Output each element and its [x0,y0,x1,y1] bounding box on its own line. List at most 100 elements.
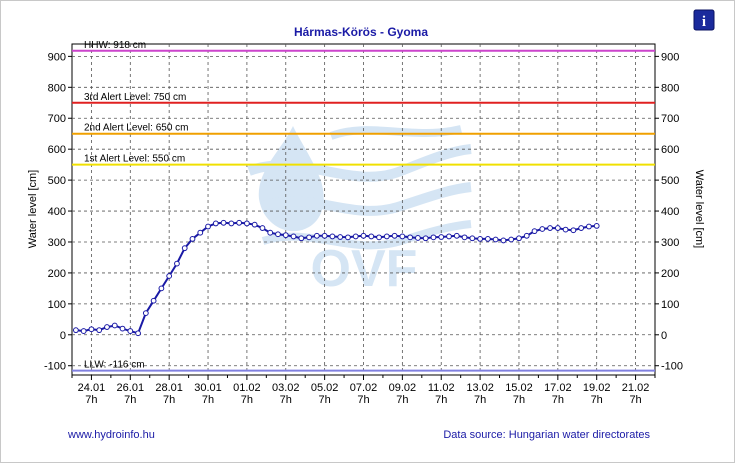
y-tick-label: 800 [48,82,66,94]
water-level-point [96,327,103,334]
water-level-point [352,233,359,240]
water-level-point [88,326,95,333]
y-tick-label: 900 [48,51,66,63]
alert-level-label: 2nd Alert Level: 650 cm [84,123,189,134]
water-level-point [174,260,180,267]
x-tick-label-date: 19.02 [583,382,611,394]
x-tick-label-hour: 7h [357,394,369,406]
water-level-point [275,231,281,238]
water-level-point [446,233,452,240]
water-level-point [290,233,297,240]
y-tick-label-right: 700 [661,113,679,125]
series-layer [72,219,600,337]
water-level-point [150,297,157,304]
water-level-point [539,226,546,232]
water-level-point [500,237,507,244]
alert-level-label: HHW: 918 cm [84,40,146,51]
x-tick-label-date: 30.01 [194,382,222,394]
water-level-point [142,310,149,317]
alert-level-label: LLW: -116 cm [84,360,145,371]
x-tick-label-hour: 7h [474,394,486,406]
water-level-point [477,235,484,242]
water-level-point [189,235,196,242]
water-level-point [251,221,258,228]
info-button[interactable]: i [693,9,715,31]
water-level-point [119,325,126,332]
x-tick-label-date: 11.02 [428,382,455,394]
water-level-point [166,273,173,279]
water-level-point [313,232,320,239]
water-level-point [345,234,351,241]
x-tick-label-hour: 7h [124,394,136,406]
y-tick-label-right: 600 [661,144,679,156]
water-level-point [104,324,110,330]
hydroinfo-link[interactable]: www.hydroinfo.hu [67,429,155,441]
x-tick-label-hour: 7h [280,394,292,406]
water-level-point [438,234,445,240]
x-tick-label-hour: 7h [435,394,447,406]
water-level-point [158,285,165,292]
water-level-point [220,219,227,226]
y-tick-label: -100 [44,361,66,373]
x-tick-label-date: 13.02 [466,382,494,394]
y-tick-label-right: 900 [661,51,679,63]
water-level-point [554,225,561,231]
water-level-point [236,219,243,226]
water-level-point [531,228,538,235]
y-tick-label: 400 [48,206,66,218]
x-tick-label-hour: 7h [202,394,214,406]
x-tick-label-date: 09.02 [389,382,417,394]
water-level-point [469,235,476,242]
water-drop-icon [258,126,324,232]
y-tick-label-right: 200 [661,268,679,280]
water-level-point [259,225,266,231]
water-level-point [72,327,79,334]
water-level-point [267,229,274,236]
water-level-point [376,234,382,241]
y-tick-label-right: 400 [661,206,679,218]
water-level-point [547,225,553,231]
y-tick-label-right: -100 [661,361,683,373]
alert-level-label: 3rd Alert Level: 750 cm [84,92,186,103]
x-tick-label-date: 05.02 [311,382,339,394]
grid [72,44,655,375]
water-level-point [205,223,211,230]
x-tick-label-hour: 7h [552,394,564,406]
water-level-point [282,232,289,239]
y-tick-label-right: 800 [661,82,679,94]
water-level-point [492,236,499,243]
x-tick-label-hour: 7h [163,394,175,406]
y-tick-label: 300 [48,237,66,249]
water-level-point [415,235,421,241]
x-tick-label-hour: 7h [319,394,331,406]
data-source-text: Data source: Hungarian water directorate… [443,429,650,441]
water-level-point [461,234,468,241]
x-tick-label-date: 21.02 [622,382,650,394]
water-level-point [127,328,134,334]
x-tick-label-date: 15.02 [505,382,533,394]
x-tick-label-date: 01.02 [233,382,261,394]
x-axis: 24.017h26.017h28.017h30.017h01.027h03.02… [71,375,656,406]
water-level-point [407,234,414,241]
y-tick-label: 700 [48,113,66,125]
y-tick-label-right: 0 [661,330,667,342]
y-tick-label: 100 [48,299,66,311]
water-level-point [570,227,577,234]
y-tick-label-right: 300 [661,237,679,249]
water-level-point [306,234,312,241]
water-level-point [391,232,398,239]
water-level-point [430,234,437,241]
water-level-point [244,220,250,227]
water-level-point [228,220,235,227]
info-icon[interactable] [693,9,715,31]
wave-icon [329,125,462,140]
alert-level-label: 1st Alert Level: 550 cm [84,154,185,165]
y-axis-left: -100 0 100 200 300 400 500 600 700 800 900 [44,51,72,373]
x-tick-label-date: 26.01 [117,382,145,394]
water-level-point [523,232,530,239]
water-level-point [298,235,305,242]
x-tick-label-hour: 7h [396,394,408,406]
water-level-point [516,235,522,242]
